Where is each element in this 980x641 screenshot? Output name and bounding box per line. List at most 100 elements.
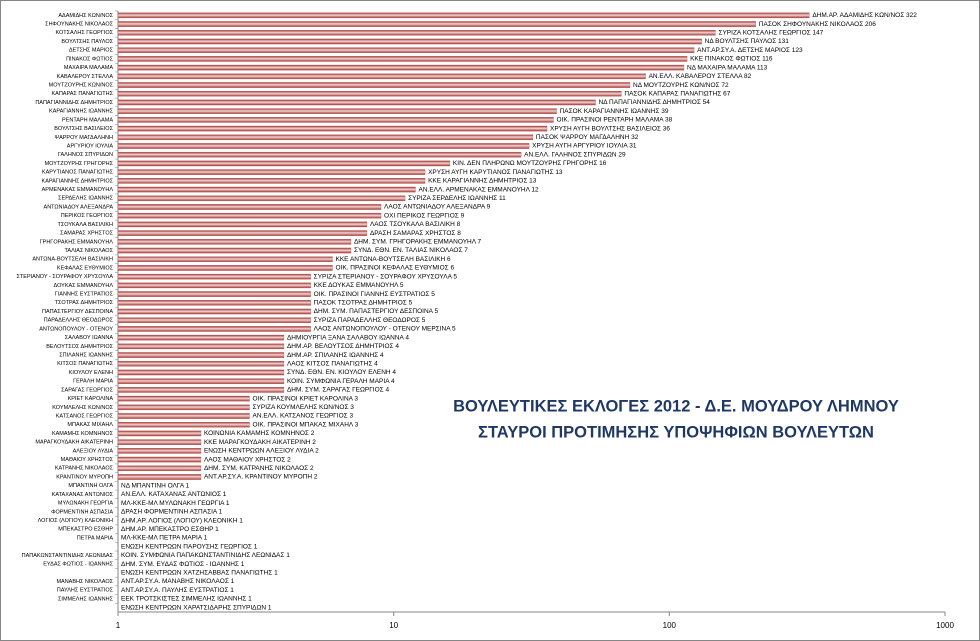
data-label: ΣΥΝΔ. ΕΘΝ. ΕΝ. ΚΙΟΥΛΟΥ ΕΛΕΝΗ 4 [287, 369, 396, 376]
data-label: ΕΝΩΣΗ ΚΕΝΤΡΩΩΝ ΧΑΡΑΤΣΙΔΑΡΗΣ ΣΠΥΡΙΔΩΝ 1 [121, 604, 272, 611]
data-label: ΟΧΙ ΠΕΡΙΚΟΣ ΓΕΩΡΓΙΟΣ 9 [384, 212, 465, 219]
bar [117, 134, 534, 141]
data-label: ΚΚΕ ΜΑΡΑΓΚΟΥΔΑΚΗ ΑΙΚΑΤΕΡΙΝΗ 2 [204, 439, 316, 446]
y-tick-label: ΚΑΜΑΜΗΣ ΚΟΜΝΗΝΟΣ [52, 431, 114, 437]
y-tick-label: ΒΟΥΛΤΣΗΣ ΠΑΥΛΟΣ [61, 39, 113, 45]
data-label: ΑΝ.ΕΛΛ. ΑΡΜΕΝΑΚΑΣ ΕΜΜΑΝΟΥΗΛ 12 [418, 186, 539, 193]
data-label: ΠΑΣΟΚ ΨΑΡΡΟΥ ΜΑΓΔΑΛΗΝΗ 32 [536, 134, 639, 141]
y-tick-label: ΒΕΛΟΥΤΣΟΣ ΔΗΜΗΤΡΙΟΣ [46, 344, 113, 350]
y-tick-label: ΡΕΝΤΑΡΗ ΜΑΛΑΜΑ [62, 117, 113, 123]
data-label: ΣΥΡΙΖΑ ΚΟΤΣΑΛΗΣ ΓΕΩΡΓΙΟΣ 147 [718, 29, 823, 36]
y-tick-label: ΑΝΤΩΝΙΑΔΟΥ ΑΛΕΞΑΝΔΡΑ [44, 204, 114, 210]
bar [117, 247, 352, 254]
bar [117, 38, 702, 45]
data-label: ΕΝΩΣΗ ΚΕΝΤΡΩΩΝ ΧΑΤΖΗΣΑΒΒΑΣ ΠΑΝΑΓΙΩΤΗΣ 1 [121, 570, 278, 577]
bar [117, 64, 685, 71]
bar [117, 12, 810, 19]
bar [117, 90, 622, 97]
data-label: ΑΝΤ.ΑΡ.ΣΥ.Α. ΠΑΥΛΗΣ ΕΥΣΤΡΑΤΙΟΣ 1 [121, 587, 234, 594]
y-tick-label: ΑΔΑΜΙΔΗΣ ΚΩΝ/ΝΟΣ [58, 13, 113, 19]
bar [117, 160, 451, 167]
y-tick-label: ΚΑΤΡΑΝΗΣ ΝΙΚΟΛΑΟΣ [55, 466, 114, 472]
data-label: ΣΥΡΙΖΑ ΚΟΥΜΛΕΛΗΣ ΚΩΝ/ΝΟΣ 3 [253, 404, 355, 411]
y-tick-label: ΚΙΤΣΟΣ ΠΑΝΑΓΙΩΤΗΣ [57, 361, 113, 367]
data-label: ΛΑΟΣ ΑΝΤΩΝΙΑΔΟΥ ΑΛΕΞΑΝΔΡΑ 9 [384, 204, 491, 211]
y-tick-label: ΜΠΑΝΤΙΝΗ ΟΛΓΑ [68, 483, 113, 489]
y-tick-label: ΚΟΤΣΑΛΗΣ ΓΕΩΡΓΙΟΣ [56, 30, 114, 36]
bar [117, 404, 250, 411]
bar [117, 317, 311, 323]
bar [117, 343, 285, 350]
y-tick-label: ΠΑΠΑΚΩΝΣΤΑΝΤΙΝΙΔΗΣ ΛΕΩΝΙΔΑΣ [22, 553, 114, 559]
y-tick-label: ΔΟΥΚΑΣ ΕΜΜΑΝΟΥΗΛ [54, 283, 114, 289]
y-tick-label: ΠΙΝΑΚΟΣ ΦΩΤΙΟΣ [66, 56, 114, 62]
data-label: ΑΝ.ΕΛΛ. ΚΑΒΑΛΕΡΟΥ ΣΤΕΛΛΑ 82 [649, 73, 752, 80]
data-label: ΝΔ ΠΑΠΑΓΙΑΝΝΙΔΗΣ ΔΗΜΗΤΡΙΟΣ 54 [599, 99, 711, 106]
y-tick-label: ΓΕΡΑΛΗ ΜΑΡΙΑ [73, 379, 113, 385]
bar [117, 108, 557, 114]
data-label: ΝΔ ΜΟΥΤΖΟΥΡΗΣ ΚΩΝ/ΝΟΣ 72 [633, 82, 729, 89]
y-tick-label: ΚΕΦΑΛΑΣ ΕΥΘΥΜΙΟΣ [57, 265, 114, 271]
bar [117, 456, 202, 463]
y-tick-label: ΚΡΑΝΤΙΝΟΥ ΜΥΡΟΠΗ [56, 474, 113, 480]
y-tick-label: ΚΡΙΕΤ ΚΑΡΟΛΙΝΑ [68, 396, 114, 402]
y-tick-label: ΜΑΡΑΓΚΟΥΔΑΚΗ ΑΙΚΑΤΕΡΙΝΗ [35, 440, 113, 446]
y-tick-label: ΚΑΤΣΑΝΟΣ ΓΕΩΡΓΙΟΣ [56, 413, 114, 419]
data-label: ΔΗΜ.ΑΡ. ΣΠΙΛΑΝΗΣ ΙΩΑΝΝΗΣ 4 [287, 352, 384, 359]
y-tick-label: ΠΑΠΑΓΙΑΝΝΙΔΗΣ ΔΗΜΗΤΡΙΟΣ [35, 100, 113, 106]
data-label: ΧΡΥΣΗ ΑΥΓΗ ΚΑΡΥΤΙΑΝΟΣ ΠΑΝΑΓΙΩΤΗΣ 13 [428, 169, 563, 176]
bar [117, 352, 285, 358]
bar [117, 73, 646, 80]
y-tick-label: ΣΑΜΑΡΑΣ ΧΡΗΣΤΟΣ [60, 231, 113, 237]
y-tick-label: ΜΑΝΑΒΗΣ ΝΙΚΟΛΑΟΣ [56, 579, 113, 585]
bar [117, 30, 716, 36]
data-label: ΔΗΜ.ΑΡ. ΒΕΛΟΥΤΣΟΣ ΔΗΜΗΤΡΙΟΣ 4 [287, 343, 399, 350]
bar [117, 204, 382, 210]
data-label: ΑΝΤ.ΑΡ.ΣΥ.Α. ΚΡΑΝΤΙΝΟΥ ΜΥΡΟΠΗ 2 [204, 474, 318, 481]
y-tick-label: ΚΑΒΑΛΕΡΟΥ ΣΤΕΛΛΑ [57, 74, 114, 80]
chart-title: ΒΟΥΛΕΥΤΙΚΕΣ ΕΚΛΟΓΕΣ 2012 - Δ.Ε. ΜΟΥΔΡΟΥ … [453, 397, 899, 415]
y-tick-label: ΜΠΕΚΑΣΤΡΟ ΕΣΘΗΡ [58, 527, 113, 533]
bar [117, 430, 202, 437]
bar [117, 334, 285, 341]
data-label: ΜΛ-ΚΚΕ-ΜΛ ΜΥΛΩΝΑΚΗ ΓΕΩΡΓΙΑ 1 [121, 500, 230, 507]
y-tick-label: ΑΝΤΩΝΑ-ΒΟΥΤΣΕΛΗ ΒΑΣΙΛΙΚΗ [32, 257, 113, 263]
data-label: ΕΝΩΣΗ ΚΕΝΤΡΩΩΝ ΑΛΕΞΙΟΥ ΛΥΔΙΑ 2 [204, 448, 319, 455]
data-label: ΟΙΚ. ΠΡΑΣΙΝΟΙ ΓΙΑΝΝΗΣ ΕΥΣΤΡΑΤΙΟΣ 5 [314, 291, 436, 298]
bar [117, 186, 416, 193]
y-tick-label: ΔΕΤΣΗΣ ΜΑΡΙΟΣ [69, 48, 114, 54]
y-tick-label: ΓΙΑΝΝΗΣ ΕΥΣΤΡΑΤΙΟΣ [55, 292, 114, 298]
y-tick-label: ΚΟΥΜΛΕΛΗΣ ΚΩΝ/ΝΟΣ [52, 405, 113, 411]
y-tick-label: ΑΡΜΕΝΑΚΑΣ ΕΜΜΑΝΟΥΗΛ [42, 187, 114, 193]
bar [117, 265, 333, 271]
x-tick-label: 100 [663, 621, 677, 630]
y-tick-label: ΠΑΥΛΗΣ ΕΥΣΤΡΑΤΙΟΣ [57, 588, 114, 594]
bar [117, 448, 202, 454]
data-label: ΔΗΜΙΟΥΡΓΙΑ ΞΑΝΑ ΣΑΛΑΒΟΥ ΙΩΑΝΝΑ 4 [287, 334, 409, 341]
data-label: ΔΗΜ. ΣΥΜ. ΣΑΡΑΓΑΣ ΓΕΩΡΓΙΟΣ 4 [287, 387, 390, 394]
data-label: ΚΟΙΝ. ΣΥΜΦΩΝΙΑ ΓΕΡΑΛΗ ΜΑΡΙΑ 4 [287, 378, 395, 385]
data-label: ΟΙΚ. ΠΡΑΣΙΝΟΙ ΡΕΝΤΑΡΗ ΜΑΛΑΜΑ 38 [556, 117, 672, 124]
y-tick-label: ΜΟΥΤΖΟΥΡΗΣ ΓΡΗΓΟΡΗΣ [45, 161, 114, 167]
data-label: ΚΟΙΝΩΝΙΑ ΚΑΜΑΜΗΣ ΚΟΜΝΗΝΟΣ 2 [204, 430, 315, 437]
bar [117, 221, 368, 228]
data-label: ΧΡΥΣΗ ΑΥΓΗ ΒΟΥΛΤΣΗΣ ΒΑΣΙΛΕΙΟΣ 36 [550, 125, 670, 132]
y-tick-label: ΜΑΧΑΙΡΑ ΜΑΛΑΜΑ [64, 65, 113, 71]
data-label: ΑΝΤ.ΑΡ.ΣΥ.Α. ΜΑΝΑΒΗΣ ΝΙΚΟΛΑΟΣ 1 [121, 578, 235, 585]
bar [117, 21, 757, 27]
data-label: ΟΙΚ. ΠΡΑΣΙΝΟΙ ΜΠΑΚΑΣ ΜΙΧΑΗΛ 3 [253, 421, 359, 428]
data-label: ΝΔ ΜΑΧΑΙΡΑ ΜΑΛΑΜΑ 113 [687, 64, 768, 71]
data-label: ΧΡΥΣΗ ΑΥΓΗ ΑΡΓΥΡΙΟΥ ΙΟΥΛΙΑ 31 [532, 143, 637, 150]
bar [117, 178, 426, 184]
data-label: ΚΚΕ ΚΑΡΑΓΙΑΝΝΗΣ ΔΗΜΗΤΡΙΟΣ 13 [428, 178, 537, 185]
y-tick-label: ΚΑΤΑΧΑΝΑΣ ΑΝΤΩΝΙΟΣ [52, 492, 114, 498]
data-label: ΚΟΙΝ. ΣΥΜΦΩΝΙΑ ΠΑΠΑΚΩΝΣΤΑΝΤΙΝΙΔΗΣ ΛΕΩΝΙΔ… [121, 552, 290, 559]
bar [117, 195, 406, 202]
y-tick-label: ΚΑΠΑΡΑΣ ΠΑΝΑΓΙΩΤΗΣ [51, 91, 113, 97]
bar [117, 117, 554, 123]
data-label: ΣΥΝΔ. ΕΘΝ. ΕΝ. ΤΑΛΙΑΣ ΝΙΚΟΛΑΟΣ 7 [354, 247, 468, 254]
data-label: ΔΗΜ.ΑΡ. ΜΠΕΚΑΣΤΡΟ ΕΣΘΗΡ 1 [121, 526, 219, 533]
data-label: ΔΗΜ.ΑΡ. ΑΔΑΜΙΔΗΣ ΚΩΝ/ΝΟΣ 322 [812, 12, 917, 19]
data-label: ΔΡΑΣΗ ΣΑΜΑΡΑΣ ΧΡΗΣΤΟΣ 8 [370, 230, 461, 237]
